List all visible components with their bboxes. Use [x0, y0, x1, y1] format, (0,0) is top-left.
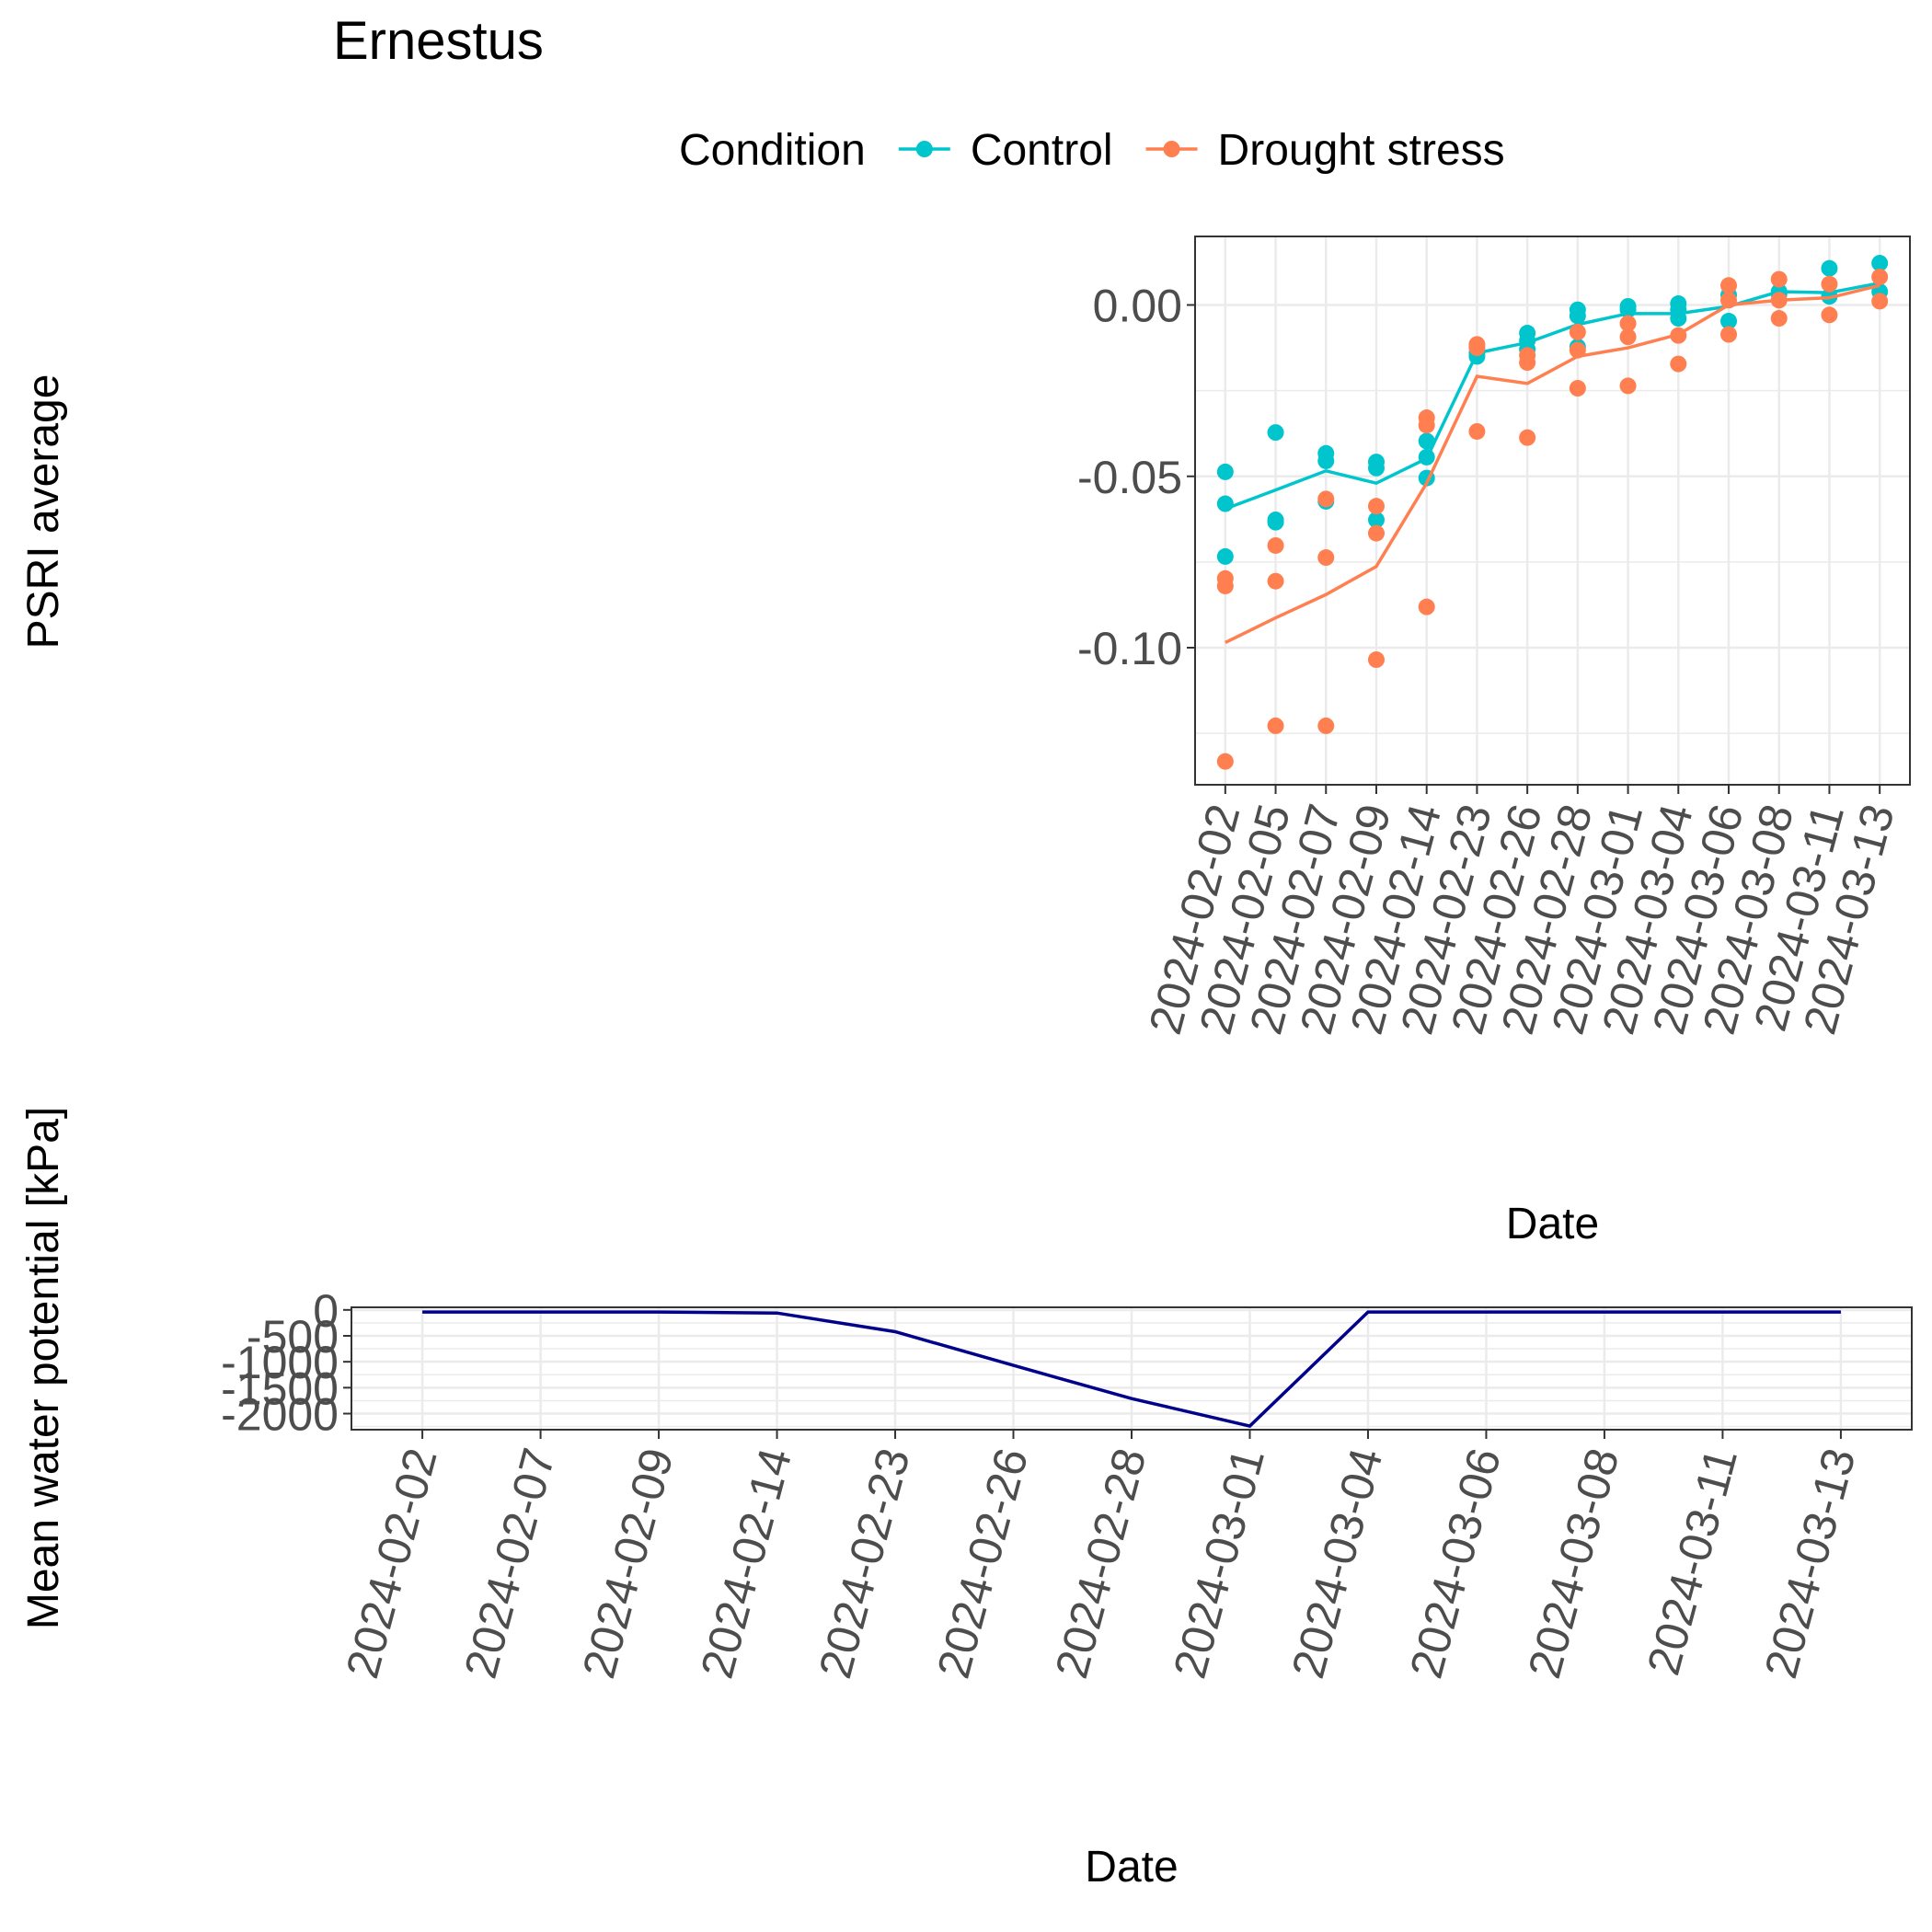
data-point [1418, 598, 1435, 615]
data-point [1267, 572, 1284, 590]
data-point [1770, 310, 1788, 328]
data-point [1770, 270, 1788, 288]
data-point [1670, 327, 1687, 344]
data-point [1216, 463, 1234, 480]
legend-title: Condition [679, 126, 866, 175]
data-point [1267, 717, 1284, 734]
data-point [1770, 292, 1788, 309]
data-point [1569, 323, 1586, 340]
legend-marker [1163, 141, 1180, 157]
y-tick-label: 0.00 [1093, 281, 1182, 332]
data-point [1670, 355, 1687, 373]
data-point [1367, 524, 1385, 542]
data-point [1367, 459, 1385, 477]
data-point [1367, 651, 1385, 669]
data-point [1569, 341, 1586, 359]
data-point [1519, 354, 1536, 372]
data-point [1821, 275, 1838, 293]
y-tick-label: -0.05 [1077, 452, 1182, 503]
data-point [1267, 513, 1284, 531]
x-axis-title: Date [1506, 1200, 1599, 1248]
chart-title: Ernestus [333, 11, 544, 71]
series-line [1225, 283, 1880, 644]
y-tick-label: 0 [313, 1285, 339, 1337]
legend-label: Drought stress [1218, 126, 1505, 175]
y-tick-label: -2000 [221, 1389, 339, 1441]
data-point [1619, 315, 1637, 332]
data-point [1216, 753, 1234, 770]
data-point [1367, 512, 1385, 529]
data-point [1619, 328, 1637, 346]
plot-background [1195, 236, 1910, 785]
data-point [1871, 293, 1889, 310]
data-point [1619, 301, 1637, 318]
data-point [1871, 268, 1889, 285]
data-point [1267, 536, 1284, 554]
data-point [1670, 310, 1687, 328]
data-point [1216, 547, 1234, 565]
y-tick-label: -0.10 [1077, 623, 1182, 674]
x-axis-title: Date [1085, 1843, 1178, 1892]
data-point [1418, 417, 1435, 434]
data-point [1317, 490, 1335, 508]
series-line [1225, 281, 1880, 511]
data-point [1418, 448, 1435, 466]
data-point [1821, 306, 1838, 324]
plot-border [1194, 236, 1911, 786]
data-point [1720, 326, 1738, 343]
y-tick-label: -500 [247, 1311, 339, 1363]
y-axis-title: Mean water potential [kPa] [19, 1107, 68, 1629]
data-point [1569, 307, 1586, 325]
y-tick-label: -1000 [221, 1337, 339, 1388]
data-point [1468, 422, 1486, 440]
legend-marker [915, 141, 933, 157]
data-point [1267, 424, 1284, 442]
data-point [1317, 452, 1335, 469]
data-point [1216, 577, 1234, 594]
data-point [1619, 377, 1637, 395]
data-point [1569, 380, 1586, 397]
legend: Condition Control Drought stress [679, 126, 1505, 175]
data-point [1317, 717, 1335, 734]
data-point [1720, 292, 1738, 309]
legend-label: Control [971, 126, 1113, 175]
data-point [1720, 277, 1738, 294]
data-point [1720, 313, 1738, 330]
data-point [1871, 255, 1889, 272]
data-point [1317, 549, 1335, 567]
series-line [422, 1310, 1841, 1428]
data-point [1821, 259, 1838, 277]
data-point [1519, 429, 1536, 446]
data-point [1418, 432, 1435, 450]
y-tick-label: -1500 [221, 1363, 339, 1414]
y-axis-title: PSRI average [19, 374, 68, 650]
data-point [1367, 498, 1385, 515]
data-point [1216, 495, 1234, 512]
data-point [1468, 339, 1486, 357]
